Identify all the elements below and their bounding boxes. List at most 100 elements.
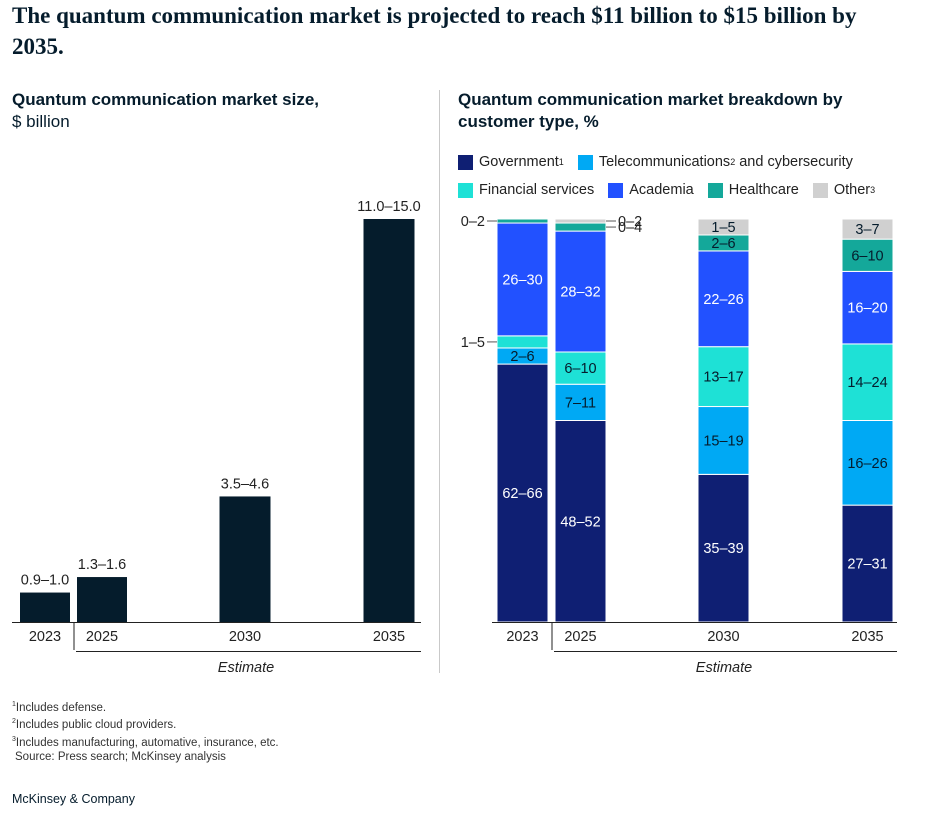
- legend-item-telecom: Telecommunications 2 and cybersecurity: [577, 154, 853, 170]
- segment-value-label: 7–11: [565, 395, 596, 411]
- legend-label-academia: Academia: [629, 182, 694, 198]
- stack-segment-2035: [841, 420, 894, 506]
- legend-swatch-telecom: [577, 154, 593, 170]
- market-size-value-label: 3.5–4.6: [221, 476, 269, 492]
- estimate-label: Estimate: [218, 660, 274, 676]
- stack-segment-2030: [697, 473, 750, 623]
- left-chart-title: Quantum communication market size,: [12, 90, 320, 109]
- footnotes: 1Includes defense. 2Includes public clou…: [12, 698, 279, 764]
- stack-segment-2025: [554, 222, 607, 232]
- stack-segment-2025: [554, 383, 607, 422]
- footnote-2-text: Includes public cloud providers.: [15, 719, 177, 732]
- footnote-3: 3Includes manufacturing, automative, ins…: [12, 733, 279, 750]
- segment-value-label: 3–7: [855, 222, 879, 238]
- source-note-text: Source: Press search; McKinsey analysis: [15, 750, 226, 763]
- legend-row: Financial services Academia Healthcare O…: [458, 176, 928, 204]
- legend-label-telecom-suffix: and cybersecurity: [735, 154, 853, 170]
- segment-value-label: 27–31: [847, 557, 887, 573]
- legend-swatch-financial: [458, 182, 473, 198]
- legend-swatch-healthcare: [707, 182, 723, 198]
- segment-value-label: 28–32: [560, 285, 600, 301]
- market-size-year-label: 2023: [29, 629, 61, 645]
- stack-segment-2025: [554, 420, 607, 623]
- stack-segment-2025: [554, 230, 607, 353]
- breakdown-year-label: 2023: [506, 629, 538, 645]
- estimate-label: Estimate: [696, 660, 752, 676]
- footnote-1-text: Includes defense.: [15, 701, 107, 714]
- stack-segment-2030: [697, 218, 750, 236]
- callout-label: 0–2: [461, 214, 485, 230]
- market-size-value-label: 0.9–1.0: [21, 573, 69, 589]
- legend-item-healthcare: Healthcare: [707, 182, 799, 198]
- segment-value-label: 35–39: [703, 541, 743, 557]
- breakdown-year-label: 2030: [707, 629, 739, 645]
- footnote-1: 1Includes defense.: [12, 698, 279, 715]
- segment-value-label: 13–17: [703, 370, 743, 386]
- legend-label-government: Government: [479, 154, 559, 170]
- legend-label-financial: Financial services: [479, 182, 595, 198]
- right-chart-heading: Quantum communication market breakdown b…: [458, 89, 918, 133]
- segment-value-label: 16–20: [847, 301, 887, 317]
- legend-swatch-academia: [608, 182, 624, 198]
- stack-segment-2023: [496, 363, 549, 623]
- market-size-bar-2025: [77, 577, 127, 622]
- stack-segment-2035: [841, 218, 894, 240]
- segment-value-label: 1–5: [711, 220, 735, 236]
- market-size-year-label: 2035: [373, 629, 405, 645]
- source-note: Source: Press search; McKinsey analysis: [12, 750, 279, 765]
- footnote-2-marker: 2: [12, 718, 16, 726]
- market-size-chart: 0.9–1.0 2023 1.3–1.6 2025 3.5–4.6 2030 11.0–15…: [12, 199, 421, 676]
- breakdown-year-label: 2025: [564, 629, 596, 645]
- stack-segment-2023: [496, 222, 549, 337]
- legend-item-other: Other 3: [812, 182, 875, 198]
- right-chart-title: Quantum communication market breakdown b…: [458, 90, 843, 131]
- stack-segment-2025: [554, 351, 607, 385]
- legend-label-healthcare: Healthcare: [728, 182, 799, 198]
- stack-segment-2035: [841, 270, 894, 345]
- segment-value-label: 16–26: [847, 456, 887, 472]
- market-size-bar-2030: [219, 496, 271, 622]
- legend-item-financial: Financial services: [458, 182, 594, 198]
- footnote-3-text: Includes manufacturing, automative, insu…: [15, 736, 279, 749]
- legend-label-telecom: Telecommunications: [598, 154, 731, 170]
- segment-value-label: 2–6: [510, 349, 534, 365]
- breakdown-year-label: 2035: [851, 629, 883, 645]
- segment-value-label: 62–66: [502, 486, 542, 502]
- brand-logo-text: McKinsey & Company: [12, 792, 135, 806]
- legend-swatch-other: [812, 182, 828, 198]
- left-chart-heading: Quantum communication market size, $ bil…: [12, 89, 422, 133]
- legend-row: Government 1 Telecommunications 2 and cybe…: [458, 148, 928, 176]
- stack-segment-2023: [496, 335, 549, 349]
- segment-value-label: 6–10: [564, 361, 596, 377]
- market-size-bar-2035: [363, 219, 415, 622]
- legend-swatch-government: [458, 154, 473, 170]
- segment-value-label: 14–24: [847, 375, 887, 391]
- market-size-year-label: 2030: [229, 629, 261, 645]
- panel-divider: [439, 90, 440, 673]
- segment-value-label: 26–30: [502, 272, 542, 288]
- callout-label: 0–4: [618, 220, 642, 236]
- segment-value-label: 22–26: [703, 292, 743, 308]
- market-size-year-label: 2025: [86, 629, 118, 645]
- stack-segment-2025: [554, 218, 607, 224]
- footnote-3-marker: 3: [12, 735, 16, 743]
- legend-label-other: Other: [833, 182, 871, 198]
- segment-value-label: 2–6: [711, 236, 735, 252]
- callout-label: 1–5: [461, 335, 485, 351]
- segment-value-label: 6–10: [851, 248, 883, 264]
- stack-segment-2030: [697, 406, 750, 475]
- chart-title: The quantum communication market is proj…: [12, 3, 857, 59]
- market-size-bar-2023: [20, 592, 70, 622]
- callout-label: 0–2: [618, 214, 642, 230]
- left-chart-unit: $ billion: [12, 112, 70, 131]
- segment-value-label: 15–19: [703, 433, 743, 449]
- legend-item-academia: Academia: [608, 182, 694, 198]
- legend-item-government: Government 1: [458, 154, 564, 170]
- market-size-value-label: 11.0–15.0: [357, 199, 420, 215]
- breakdown-chart: 62–662–61–526–300–2202348–527–116–1028–3…: [461, 214, 897, 676]
- stack-segment-2035: [841, 504, 894, 623]
- footnote-2: 2Includes public cloud providers.: [12, 715, 279, 732]
- segment-value-label: 48–52: [560, 514, 600, 530]
- stack-segment-2023: [496, 218, 549, 224]
- legend: Government 1 Telecommunications 2 and cybe…: [458, 148, 928, 204]
